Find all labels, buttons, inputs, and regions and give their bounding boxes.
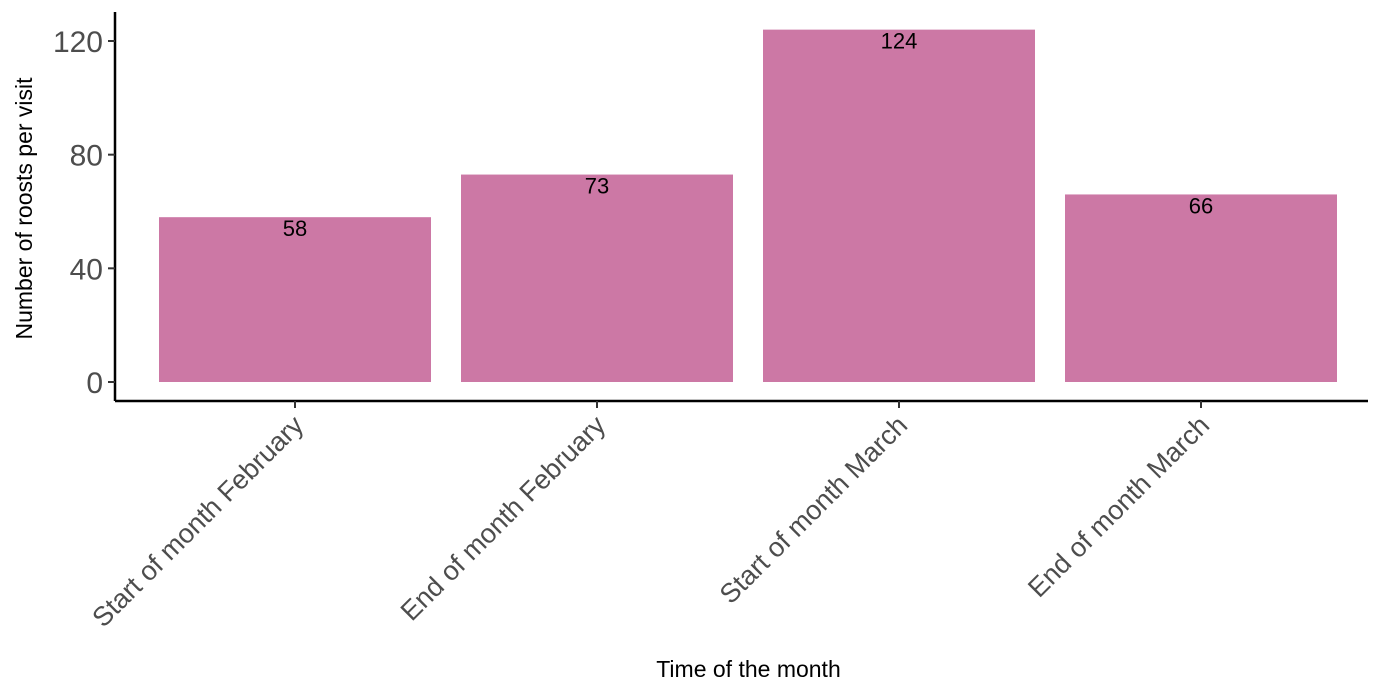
- x-ticks-layer: Start of month February End of month Febr…: [86, 401, 1215, 633]
- x-tick-label: End of month March: [1022, 410, 1215, 603]
- bars-layer: [159, 29, 1337, 383]
- bar-value-label: 124: [881, 29, 918, 54]
- bar: [159, 217, 431, 382]
- bar: [1065, 194, 1337, 382]
- y-tick-label: 120: [53, 26, 103, 59]
- y-tick-label: 80: [70, 140, 103, 173]
- bar-value-label: 73: [585, 174, 609, 199]
- y-axis-title: Number of roosts per visit: [11, 77, 37, 340]
- x-tick-label: Start of month February: [86, 410, 309, 633]
- axes-layer: [113, 12, 1368, 403]
- bar-value-label: 66: [1189, 193, 1213, 218]
- x-tick-label: Start of month March: [714, 410, 913, 609]
- bar: [461, 174, 733, 382]
- y-tick-label: 40: [70, 253, 103, 286]
- bar-value-label: 58: [283, 216, 307, 241]
- x-tick-label: End of month February: [395, 410, 612, 627]
- y-ticks-layer: 0 40 80 120: [53, 26, 115, 400]
- y-tick-label: 0: [86, 367, 103, 400]
- x-axis-title: Time of the month: [656, 656, 841, 682]
- data-labels-layer: 58 73 124 66: [283, 29, 1213, 242]
- bar: [763, 29, 1035, 383]
